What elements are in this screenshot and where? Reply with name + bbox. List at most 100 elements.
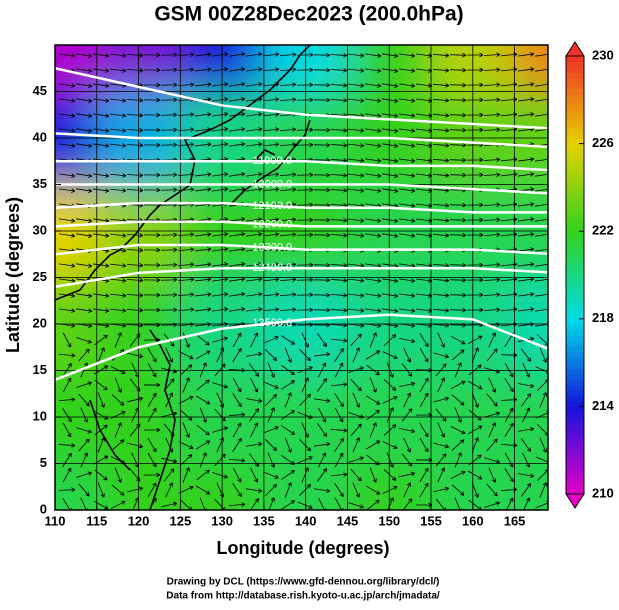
wind-arrow <box>352 437 360 453</box>
wind-arrow <box>399 233 416 238</box>
wind-arrow <box>467 380 483 390</box>
wind-arrow <box>195 277 212 282</box>
y-tick-label: 25 <box>33 269 47 284</box>
wind-arrow <box>59 113 76 118</box>
wind-arrow <box>501 97 518 102</box>
wind-arrow <box>195 82 212 87</box>
colorbar-segment <box>566 242 584 249</box>
colorbar-segment <box>566 258 584 265</box>
wind-arrow <box>246 307 263 312</box>
wind-arrow <box>416 293 433 298</box>
wind-arrow <box>110 293 127 298</box>
wind-arrow <box>449 262 467 268</box>
wind-arrow <box>365 143 382 148</box>
wind-arrow <box>229 52 246 57</box>
wind-arrow <box>466 127 484 133</box>
wind-arrow <box>265 439 278 452</box>
wind-arrow <box>126 98 144 103</box>
wind-arrow <box>501 52 518 57</box>
x-tick-label: 125 <box>169 513 191 528</box>
colorbar-segment <box>566 389 584 397</box>
wind-arrow <box>419 422 429 438</box>
wind-arrow <box>126 53 144 58</box>
wind-arrow <box>437 332 445 348</box>
wind-arrow <box>483 262 501 267</box>
wind-arrow <box>296 52 314 58</box>
contour-line <box>55 266 548 289</box>
wind-arrow <box>334 362 344 378</box>
wind-arrow <box>382 351 398 360</box>
wind-arrow <box>264 349 278 361</box>
wind-arrow <box>382 278 399 283</box>
wind-arrow <box>330 382 348 387</box>
wind-arrow <box>330 173 348 178</box>
wind-arrow <box>348 233 365 238</box>
wind-arrow <box>348 128 365 133</box>
wind-arrow <box>76 293 93 298</box>
wind-arrow <box>365 308 382 313</box>
wind-arrow <box>382 188 399 193</box>
wind-arrow <box>59 263 76 268</box>
wind-arrow <box>281 380 296 390</box>
wind-arrow <box>216 347 224 363</box>
wind-arrow <box>334 407 344 423</box>
wind-arrow <box>352 392 360 408</box>
wind-arrow <box>522 407 531 423</box>
wind-arrow <box>229 217 246 222</box>
wind-arrow <box>250 467 259 483</box>
wind-arrow <box>365 173 382 178</box>
wind-arrow <box>147 347 157 363</box>
colorbar-segment <box>566 395 584 402</box>
wind-arrow <box>488 422 496 438</box>
wind-arrow <box>432 218 450 223</box>
x-tick-label: 135 <box>253 513 275 528</box>
wind-arrow <box>78 348 90 362</box>
wind-arrow <box>433 486 450 493</box>
wind-arrow <box>449 67 467 73</box>
wind-arrow <box>214 408 226 422</box>
wind-arrow <box>314 352 331 357</box>
wind-arrow <box>432 98 450 103</box>
wind-arrow <box>59 83 76 88</box>
wind-arrow <box>468 364 482 376</box>
wind-arrow <box>62 452 72 467</box>
wind-arrow <box>382 485 398 494</box>
colorbar-segment <box>566 56 584 63</box>
wind-arrow <box>483 97 501 102</box>
wind-arrow <box>484 411 500 418</box>
x-tick-label: 160 <box>462 513 484 528</box>
wind-arrow <box>348 98 365 103</box>
wind-arrow <box>76 98 93 103</box>
wind-arrow <box>383 334 397 346</box>
wind-arrow <box>317 423 328 437</box>
wind-arrow <box>59 278 76 283</box>
wind-arrow <box>416 113 433 118</box>
wind-arrow <box>279 67 297 72</box>
wind-arrow <box>416 308 433 313</box>
wind-arrow <box>263 381 279 389</box>
colorbar-segment <box>566 231 584 238</box>
wind-arrow <box>110 68 127 73</box>
wind-arrow <box>110 248 127 253</box>
wind-arrow <box>403 437 412 453</box>
wind-arrow <box>449 202 467 208</box>
wind-arrow <box>177 67 195 72</box>
wind-arrow <box>246 142 263 147</box>
colorbar-segment <box>566 275 584 282</box>
colorbar-segment <box>566 477 584 484</box>
wind-arrow <box>330 143 348 148</box>
wind-arrow <box>296 127 314 133</box>
wind-arrow <box>348 456 364 463</box>
y-tick-label: 35 <box>33 176 47 191</box>
wind-arrow <box>518 67 535 72</box>
wind-arrow <box>212 262 229 267</box>
colorbar-segment <box>566 83 584 90</box>
wind-arrow <box>129 423 141 437</box>
wind-arrow <box>93 143 110 148</box>
wind-arrow <box>250 377 259 393</box>
wind-arrow <box>195 307 212 312</box>
wind-arrow <box>313 217 331 223</box>
wind-arrow <box>229 142 246 147</box>
contour-line <box>55 67 548 130</box>
chart-title: GSM 00Z28Dec2023 (200.0hPa) <box>154 3 463 26</box>
